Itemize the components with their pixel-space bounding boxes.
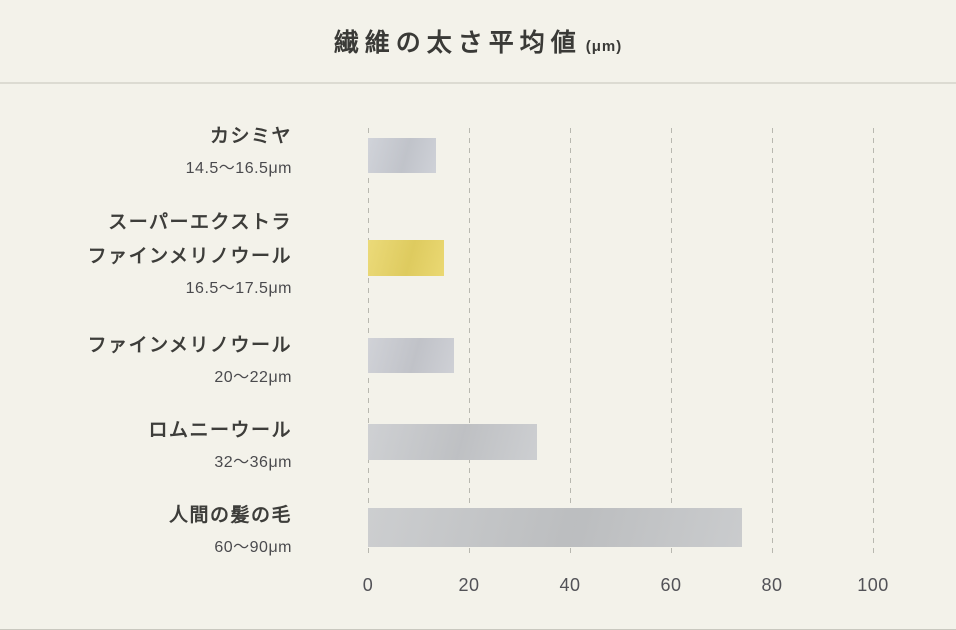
category-name: ファインメリノウール <box>87 335 292 356</box>
category-range: 32〜36μm <box>214 454 292 471</box>
category-name-line2: ファインメリノウール <box>87 246 292 267</box>
chart-title-wrap: 繊維の太さ平均値 (μm) <box>334 23 623 59</box>
category-label-super-extra-fine-merino: スーパーエクストラ ファインメリノウール 16.5〜17.5μm <box>0 206 292 304</box>
category-label-fine-merino: ファインメリノウール 20〜22μm <box>0 329 292 393</box>
x-tick-100: 100 <box>857 575 889 595</box>
plot-area: 0 20 40 60 80 100 <box>363 128 888 595</box>
bar-romney-wool <box>368 424 538 460</box>
x-tick-80: 80 <box>761 575 783 595</box>
chart-title: 繊維の太さ平均値 <box>333 29 582 57</box>
x-tick-20: 20 <box>458 575 480 595</box>
category-name: ロムニーウール <box>148 420 292 441</box>
category-label-romney-wool: ロムニーウール 32〜36μm <box>0 414 292 478</box>
bar-cashmere <box>368 138 437 173</box>
category-range: 16.5〜17.5μm <box>185 280 292 297</box>
bar-super-extra-fine-merino <box>368 240 444 276</box>
bar-fine-merino <box>368 338 454 373</box>
category-range: 14.5〜16.5μm <box>185 160 292 177</box>
bar-human-hair <box>368 508 742 547</box>
chart-header: 繊維の太さ平均値 (μm) <box>0 0 956 84</box>
x-tick-40: 40 <box>559 575 581 595</box>
category-label-cashmere: カシミヤ 14.5〜16.5μm <box>0 120 292 184</box>
x-gridline-80 <box>772 128 773 557</box>
x-gridline-20 <box>469 128 470 557</box>
x-gridline-40 <box>570 128 571 557</box>
x-gridline-60 <box>671 128 672 557</box>
x-tick-60: 60 <box>660 575 682 595</box>
category-label-human-hair: 人間の髪の毛 60〜90μm <box>0 499 292 563</box>
chart-title-unit: (μm) <box>585 38 623 55</box>
x-tick-0: 0 <box>362 575 374 595</box>
category-name: 人間の髪の毛 <box>168 505 292 526</box>
category-name: カシミヤ <box>209 126 292 147</box>
category-range: 20〜22μm <box>214 369 292 386</box>
category-range: 60〜90μm <box>214 539 292 556</box>
x-gridline-100 <box>873 128 874 557</box>
category-name: スーパーエクストラ <box>108 212 292 233</box>
